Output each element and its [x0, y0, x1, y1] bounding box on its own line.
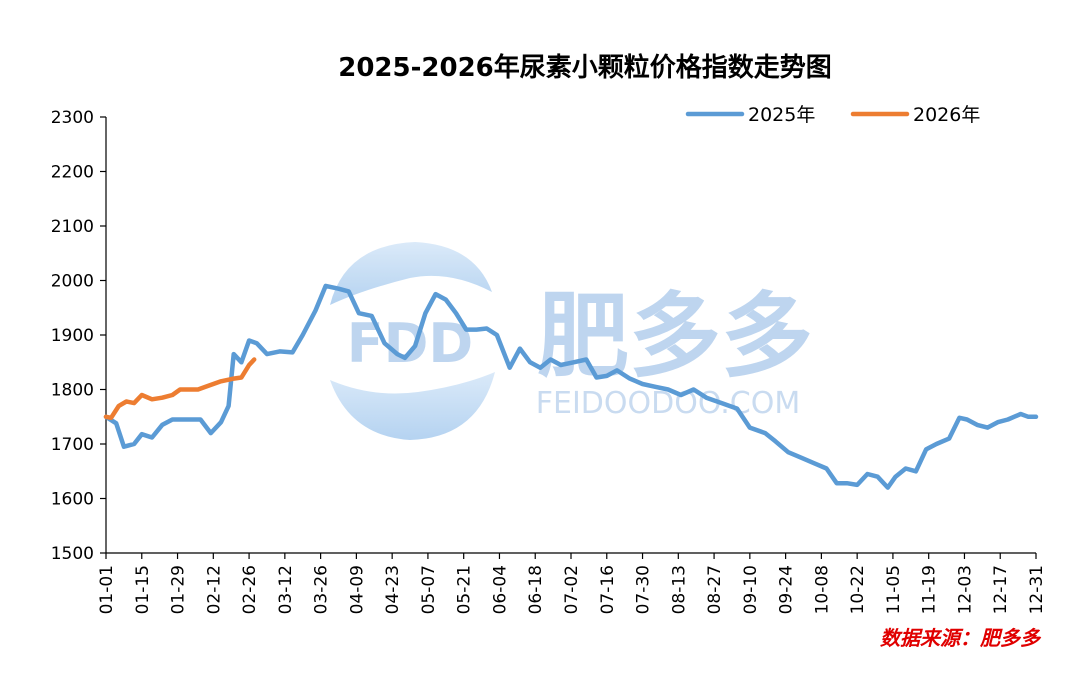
- x-tick-label: 08-13: [669, 565, 689, 614]
- watermark: FDD 肥多多 FEIDOODOO.COM: [330, 242, 813, 440]
- x-tick-label: 06-18: [526, 565, 546, 614]
- chart-title: 2025-2026年尿素小颗粒价格指数走势图: [338, 52, 832, 83]
- x-tick-label: 08-27: [705, 565, 725, 614]
- legend: 2025年 2026年: [685, 104, 980, 126]
- legend-label: 2025年: [748, 104, 815, 126]
- legend-label: 2026年: [913, 104, 980, 126]
- y-tick-label: 1800: [51, 381, 94, 401]
- x-tick-label: 09-24: [777, 565, 797, 614]
- x-tick-label: 04-09: [347, 565, 367, 614]
- x-tick-label: 09-10: [741, 565, 761, 614]
- x-tick-label: 01-15: [133, 565, 153, 614]
- x-tick-label: 10-08: [812, 565, 832, 614]
- watermark-brand-text: 肥多多: [537, 283, 813, 390]
- y-tick-label: 2100: [51, 217, 94, 237]
- x-axis-ticks: 01-01 01-15 01-29 02-12 02-26 03-12 03-26 04-09…: [97, 553, 1047, 614]
- series-line-2026: [103, 357, 257, 421]
- x-tick-label: 03-12: [276, 565, 296, 614]
- watermark-logo-bottom-shape: [330, 372, 495, 440]
- y-axis-ticks: 1500 1600 1700 1800 1900 2000 2100 2200 2300: [51, 108, 106, 564]
- x-tick-label: 11-19: [920, 565, 940, 614]
- series-line-2025: [103, 283, 1039, 490]
- x-tick-label: 04-23: [383, 565, 403, 614]
- y-tick-label: 1700: [51, 435, 94, 455]
- watermark-logo-text: FDD: [347, 312, 474, 375]
- watermark-logo-top-shape: [330, 242, 492, 305]
- y-tick-label: 2300: [51, 108, 94, 128]
- y-tick-label: 2000: [51, 272, 94, 292]
- series-lines: [103, 283, 1039, 490]
- source-text: 数据来源：肥多多: [880, 626, 1042, 650]
- x-tick-label: 03-26: [312, 565, 332, 614]
- x-tick-label: 10-22: [848, 565, 868, 614]
- x-tick-label: 05-07: [419, 565, 439, 614]
- y-tick-label: 2200: [51, 163, 94, 183]
- x-tick-label: 05-21: [455, 565, 475, 614]
- x-tick-label: 11-05: [884, 565, 904, 614]
- x-tick-label: 12-31: [1027, 565, 1047, 614]
- x-tick-label: 01-29: [169, 565, 189, 614]
- x-tick-label: 07-30: [634, 565, 654, 614]
- x-tick-label: 02-12: [204, 565, 224, 614]
- x-tick-label: 06-04: [490, 565, 510, 614]
- x-tick-label: 12-03: [955, 565, 975, 614]
- x-tick-label: 02-26: [240, 565, 260, 614]
- x-tick-label: 12-17: [991, 565, 1011, 614]
- y-tick-label: 1500: [51, 544, 94, 564]
- y-tick-label: 1900: [51, 326, 94, 346]
- x-tick-label: 07-16: [598, 565, 618, 614]
- y-tick-label: 1600: [51, 490, 94, 510]
- x-tick-label: 07-02: [562, 565, 582, 614]
- x-tick-label: 01-01: [97, 565, 117, 614]
